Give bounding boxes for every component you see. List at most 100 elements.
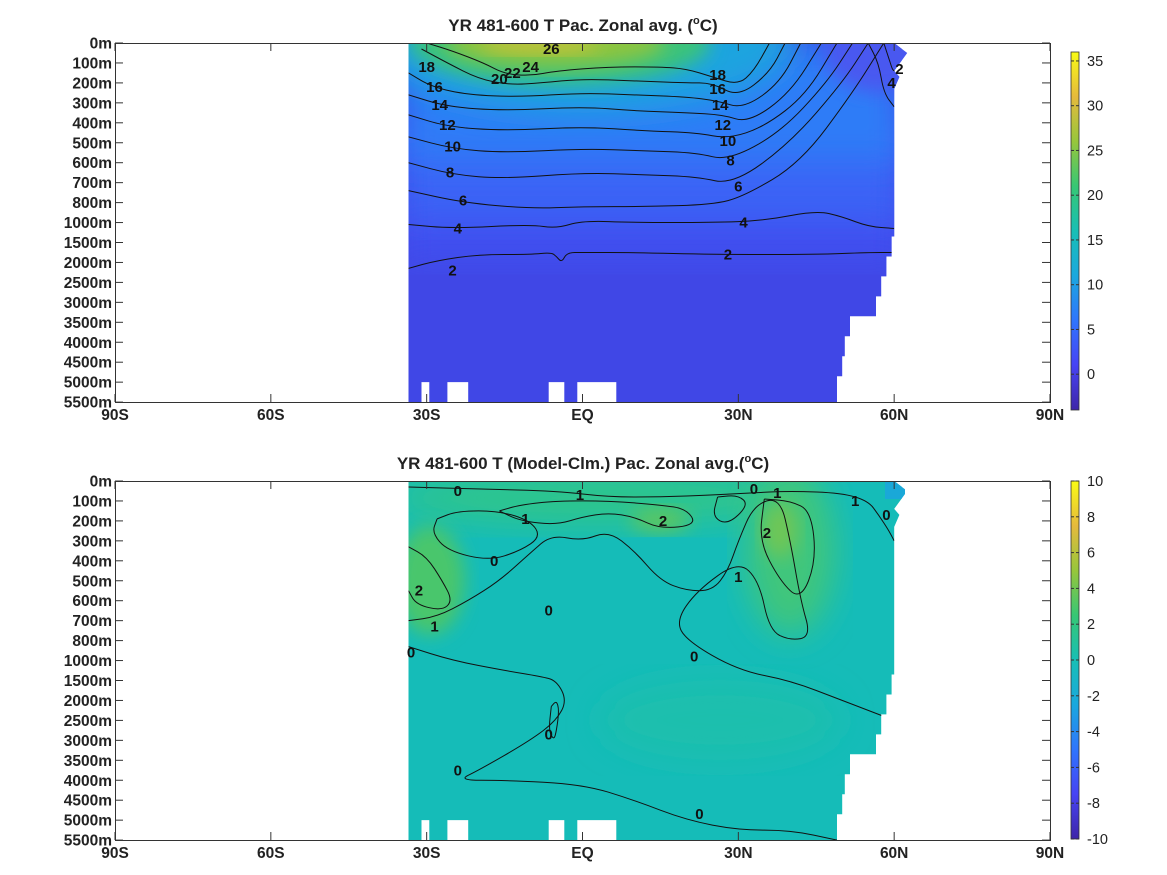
colorbar-tick-label: 0 <box>1087 367 1095 383</box>
contour-line <box>408 43 802 107</box>
contour-label: 18 <box>418 59 435 76</box>
colorbar-tick-label: -6 <box>1087 760 1100 776</box>
contour-label: 10 <box>720 133 737 150</box>
y-tick-label: 1000m <box>64 653 112 670</box>
colorbar-tick-label: 10 <box>1087 278 1103 294</box>
contour-label: 2 <box>724 247 732 264</box>
y-tick-label: 5500m <box>64 395 112 412</box>
panel-b-x-axis: 90S 60S 30S EQ 30N 60N 90N <box>101 481 1064 862</box>
contour-line <box>408 486 895 542</box>
y-tick-label: 2000m <box>64 255 112 272</box>
colorbar-tick-label: -4 <box>1087 725 1100 741</box>
contour-label: 0 <box>407 645 415 662</box>
contour-label: 10 <box>444 139 461 156</box>
x-tick-label: 60N <box>880 845 908 862</box>
colorbar-tick-label: 2 <box>1087 617 1095 633</box>
contour-line <box>867 43 895 108</box>
x-tick-label: 30S <box>413 845 441 862</box>
contour-line <box>408 646 838 841</box>
contour-label: 2 <box>763 525 771 542</box>
contour-label: 4 <box>739 215 748 232</box>
y-tick-label: 700m <box>72 175 112 192</box>
contour-line <box>433 510 538 559</box>
y-tick-label: 300m <box>72 95 112 112</box>
colorbar-tick-label: 20 <box>1087 188 1103 204</box>
y-tick-label: 2500m <box>64 713 112 730</box>
colorbar-tick-label: 5 <box>1087 322 1095 338</box>
x-tick-label: 90N <box>1036 845 1064 862</box>
contour-label: 24 <box>522 59 539 76</box>
panel-anomaly: YR 481-600 T (Model-Clm.) Pac. Zonal avg… <box>64 453 1108 862</box>
y-tick-label: 5000m <box>64 375 112 392</box>
contour-label: 1 <box>576 487 584 504</box>
contour-line <box>408 43 822 121</box>
x-tick-label: 90N <box>1036 407 1064 424</box>
contour-line <box>760 498 815 595</box>
colorbar-tick-label: 4 <box>1087 581 1095 597</box>
contour-label: 0 <box>690 649 698 666</box>
contour-label: 2 <box>415 583 423 600</box>
y-tick-label: 4500m <box>64 355 112 372</box>
x-tick-label: 60S <box>257 845 285 862</box>
contour-line <box>408 252 895 269</box>
panel-a-contours <box>408 43 906 269</box>
contour-label: 0 <box>750 481 758 498</box>
colorbar-tick-label: 0 <box>1087 653 1095 669</box>
contour-label: 26 <box>543 41 560 58</box>
y-tick-label: 3500m <box>64 315 112 332</box>
contour-label: 4 <box>887 75 896 92</box>
contour-label: 0 <box>490 553 498 570</box>
contour-label: 22 <box>504 65 521 82</box>
x-tick-label: 90S <box>101 407 129 424</box>
contour-label: 0 <box>695 806 703 823</box>
x-tick-label: 60S <box>257 407 285 424</box>
y-tick-label: 200m <box>72 513 112 530</box>
x-tick-label: EQ <box>571 845 593 862</box>
contour-label: 1 <box>521 511 529 528</box>
contour-line <box>421 43 786 93</box>
y-tick-label: 4000m <box>64 773 112 790</box>
y-tick-label: 500m <box>72 135 112 152</box>
panel-a-colorbar-gradient <box>1070 51 1080 411</box>
contour-label: 12 <box>714 117 731 134</box>
contour-label: 8 <box>446 165 454 182</box>
contour-label: 1 <box>773 485 781 502</box>
contour-line <box>499 500 694 528</box>
contour-label: 20 <box>491 71 508 88</box>
colorbar-tick-label: 6 <box>1087 546 1095 562</box>
panel-a-x-axis: 90S 60S 30S EQ 30N 60N 90N <box>101 43 1064 424</box>
contour-label: 18 <box>709 67 726 84</box>
y-tick-label: 1500m <box>64 235 112 252</box>
contour-label: 1 <box>430 619 438 636</box>
y-tick-label: 3000m <box>64 733 112 750</box>
y-tick-label: 0m <box>90 474 112 491</box>
x-tick-label: EQ <box>571 407 593 424</box>
y-tick-label: 100m <box>72 55 112 72</box>
x-tick-label: 30N <box>724 407 752 424</box>
contour-line <box>408 43 869 182</box>
panel-a-title: YR 481-600 T Pac. Zonal avg. (oC) <box>448 15 717 35</box>
x-tick-label: 60N <box>880 407 908 424</box>
colorbar-tick-label: -10 <box>1087 832 1108 848</box>
colorbar-tick-label: -2 <box>1087 689 1100 705</box>
contour-label: 2 <box>895 61 903 78</box>
x-tick-label: 30S <box>413 407 441 424</box>
contour-label: 0 <box>545 603 553 620</box>
panel-b-field <box>408 481 905 841</box>
contour-label: 1 <box>734 569 742 586</box>
contour-line <box>713 495 746 523</box>
panel-b-colorbar: 10 8 6 4 2 0 -2 -4 -6 -8 -10 <box>1070 474 1108 848</box>
y-tick-label: 1500m <box>64 673 112 690</box>
x-tick-label: 90S <box>101 845 129 862</box>
contour-line <box>408 211 895 229</box>
contour-label: 2 <box>659 513 667 530</box>
y-tick-label: 300m <box>72 533 112 550</box>
y-tick-label: 500m <box>72 573 112 590</box>
contour-label: 6 <box>459 193 467 210</box>
y-tick-label: 200m <box>72 75 112 92</box>
colorbar-tick-label: 25 <box>1087 143 1103 159</box>
contour-label: 0 <box>545 726 553 743</box>
